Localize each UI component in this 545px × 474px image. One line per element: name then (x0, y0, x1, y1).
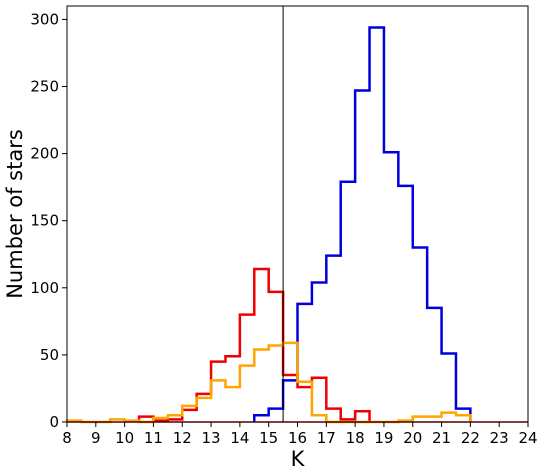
y-tick-label: 0 (49, 413, 59, 431)
y-tick-label: 250 (30, 78, 59, 96)
histogram-series-1 (253, 26, 472, 422)
x-axis-label: K (291, 447, 306, 471)
y-tick-label: 300 (30, 10, 59, 28)
x-tick-label: 10 (115, 429, 134, 447)
x-tick-label: 24 (518, 429, 537, 447)
x-tick-label: 11 (144, 429, 163, 447)
x-tick-label: 18 (346, 429, 365, 447)
x-tick-label: 17 (317, 429, 336, 447)
x-tick-label: 21 (432, 429, 451, 447)
x-tick-label: 9 (91, 429, 101, 447)
x-tick-label: 15 (259, 429, 278, 447)
y-tick-label: 50 (40, 346, 59, 364)
x-tick-label: 8 (62, 429, 72, 447)
x-tick-label: 22 (461, 429, 480, 447)
x-tick-label: 19 (374, 429, 393, 447)
x-tick-label: 14 (230, 429, 249, 447)
x-tick-label: 20 (403, 429, 422, 447)
x-tick-label: 13 (202, 429, 221, 447)
y-tick-label: 150 (30, 212, 59, 230)
x-tick-label: 12 (173, 429, 192, 447)
x-tick-label: 16 (288, 429, 307, 447)
x-axis-ticks: 8 9 10 11 12 13 14 15 16 17 18 19 20 21 22 23 24 (62, 422, 538, 447)
x-tick-label: 23 (490, 429, 509, 447)
y-axis-label: Number of stars (3, 129, 27, 299)
histogram-series-2 (137, 267, 371, 422)
y-tick-label: 200 (30, 145, 59, 163)
histogram-series-group (65, 26, 528, 424)
y-tick-label: 100 (30, 279, 59, 297)
histogram-series-3 (65, 341, 472, 424)
y-axis-ticks: 0 50 100 150 200 250 300 (30, 10, 67, 431)
